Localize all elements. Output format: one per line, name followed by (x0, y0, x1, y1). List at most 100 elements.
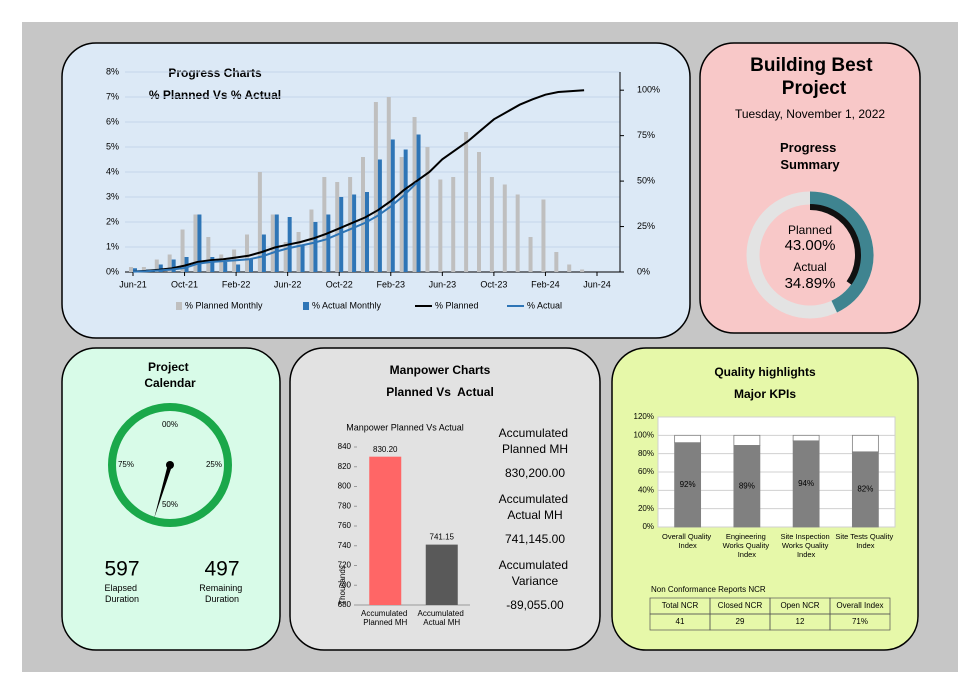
bar-segment (792, 434, 820, 442)
bar (373, 102, 378, 272)
bar (365, 192, 369, 272)
gauge-tick-label: 75% (118, 460, 134, 469)
bar (541, 199, 546, 272)
panel-subtitle: Planned Vs Actual (386, 385, 494, 399)
y-tick-label: 1% (106, 241, 119, 251)
data-label: 741.15 (430, 533, 455, 542)
gauge-needle (154, 464, 173, 519)
x-tick-label: Feb-22 (222, 279, 251, 289)
bar (335, 182, 340, 272)
manpower-panel (289, 347, 601, 651)
y2-tick-label: 100% (637, 85, 660, 95)
bar (154, 259, 159, 272)
bar (515, 194, 520, 272)
calendar-title: Project Calendar (144, 360, 196, 390)
gauge-hub (166, 461, 174, 469)
y-tick-label: 840 (338, 442, 352, 451)
legend-swatch (176, 302, 182, 310)
y-tick-label: 740 (338, 541, 352, 550)
bar (352, 194, 357, 272)
bar (412, 117, 417, 272)
x-tick-label: Feb-23 (377, 279, 406, 289)
summary-label: Accumulated Planned MH (499, 426, 572, 456)
x-tick-label: Accumulated Actual MH (418, 609, 466, 627)
table-cell-text: 41 (676, 617, 685, 626)
bar (464, 132, 469, 272)
bar (554, 252, 559, 272)
bar (197, 214, 202, 272)
table-cell-text: 29 (736, 617, 745, 626)
y-tick-label: 7% (106, 91, 119, 101)
legend-label: % Planned (435, 300, 479, 310)
bar (451, 177, 456, 272)
bar-segment (851, 451, 879, 528)
bar-segment (674, 434, 702, 444)
bar (377, 159, 382, 272)
data-label: 82% (857, 485, 873, 494)
y2-tick-label: 75% (637, 130, 655, 140)
bar (249, 259, 253, 272)
bar (403, 149, 408, 272)
duration-label: Elapsed Duration (104, 583, 139, 604)
bar (129, 267, 133, 272)
y-tick-label: 680 (338, 600, 352, 609)
bar (580, 269, 585, 272)
bar (416, 134, 421, 272)
chart-subtitle: % Planned Vs % Actual (149, 88, 281, 102)
bar (210, 257, 215, 272)
data-label: 830.20 (373, 445, 398, 454)
y-tick-label: 0% (106, 266, 119, 276)
gauge-tick-label: 25% (206, 460, 222, 469)
bar (399, 157, 404, 272)
gauge-tick-label: 00% (162, 420, 178, 429)
bar (326, 214, 331, 272)
x-tick-label: Overall Quality Index (662, 532, 713, 550)
chart-title: Manpower Planned Vs Actual (346, 422, 464, 432)
bar (180, 229, 185, 272)
ring-value: 34.89% (785, 275, 836, 292)
ring-value: 43.00% (785, 237, 836, 254)
x-tick-label: Oct-21 (171, 279, 198, 289)
y-tick-label: 800 (338, 482, 352, 491)
legend-label: % Planned Monthly (185, 300, 263, 310)
summary-title: Progress Summary (780, 140, 840, 172)
bar (369, 456, 402, 605)
y-tick-label: 6% (106, 116, 119, 126)
bar (245, 234, 249, 272)
x-tick-label: Site Inspection Works Quality Index (780, 532, 831, 559)
ring-label: Actual (793, 260, 826, 274)
bar (502, 184, 507, 272)
summary-value: 741,145.00 (505, 532, 565, 546)
y-tick-label: 20% (638, 504, 654, 513)
project-title: Building Best Project (750, 55, 878, 99)
bar (236, 264, 241, 272)
legend-label: % Actual (527, 300, 562, 310)
table-header: Total NCR (662, 601, 699, 610)
y-tick-label: 3% (106, 191, 119, 201)
y-tick-label: 5% (106, 141, 119, 151)
y-tick-label: 760 (338, 521, 352, 530)
data-label: 94% (798, 479, 814, 488)
y-tick-label: 720 (338, 561, 352, 570)
x-tick-label: Engineering Works Quality Index (723, 532, 772, 559)
x-tick-label: Jun-23 (429, 279, 457, 289)
ncr-title: Non Conformance Reports NCR (651, 585, 766, 594)
table-cell (829, 613, 891, 631)
bar (261, 234, 266, 272)
bar-segment (733, 434, 761, 446)
y-axis-label: Thousands (338, 565, 347, 605)
summary-label: Accumulated Variance (499, 558, 572, 588)
duration-value: 497 (204, 558, 239, 581)
x-tick-label: Oct-23 (480, 279, 507, 289)
bar-segment (674, 442, 702, 528)
x-tick-label: Jun-24 (583, 279, 611, 289)
gauge-tick-label: 50% (162, 500, 178, 509)
duration-label: Remaining Duration (199, 583, 245, 604)
bar (477, 152, 481, 272)
panel-title: Manpower Charts (390, 363, 491, 377)
bar (425, 544, 458, 605)
ring-arc (809, 204, 861, 285)
y-tick-label: 100% (634, 430, 654, 439)
line-series (132, 182, 418, 273)
table-cell-text: 71% (852, 617, 868, 626)
